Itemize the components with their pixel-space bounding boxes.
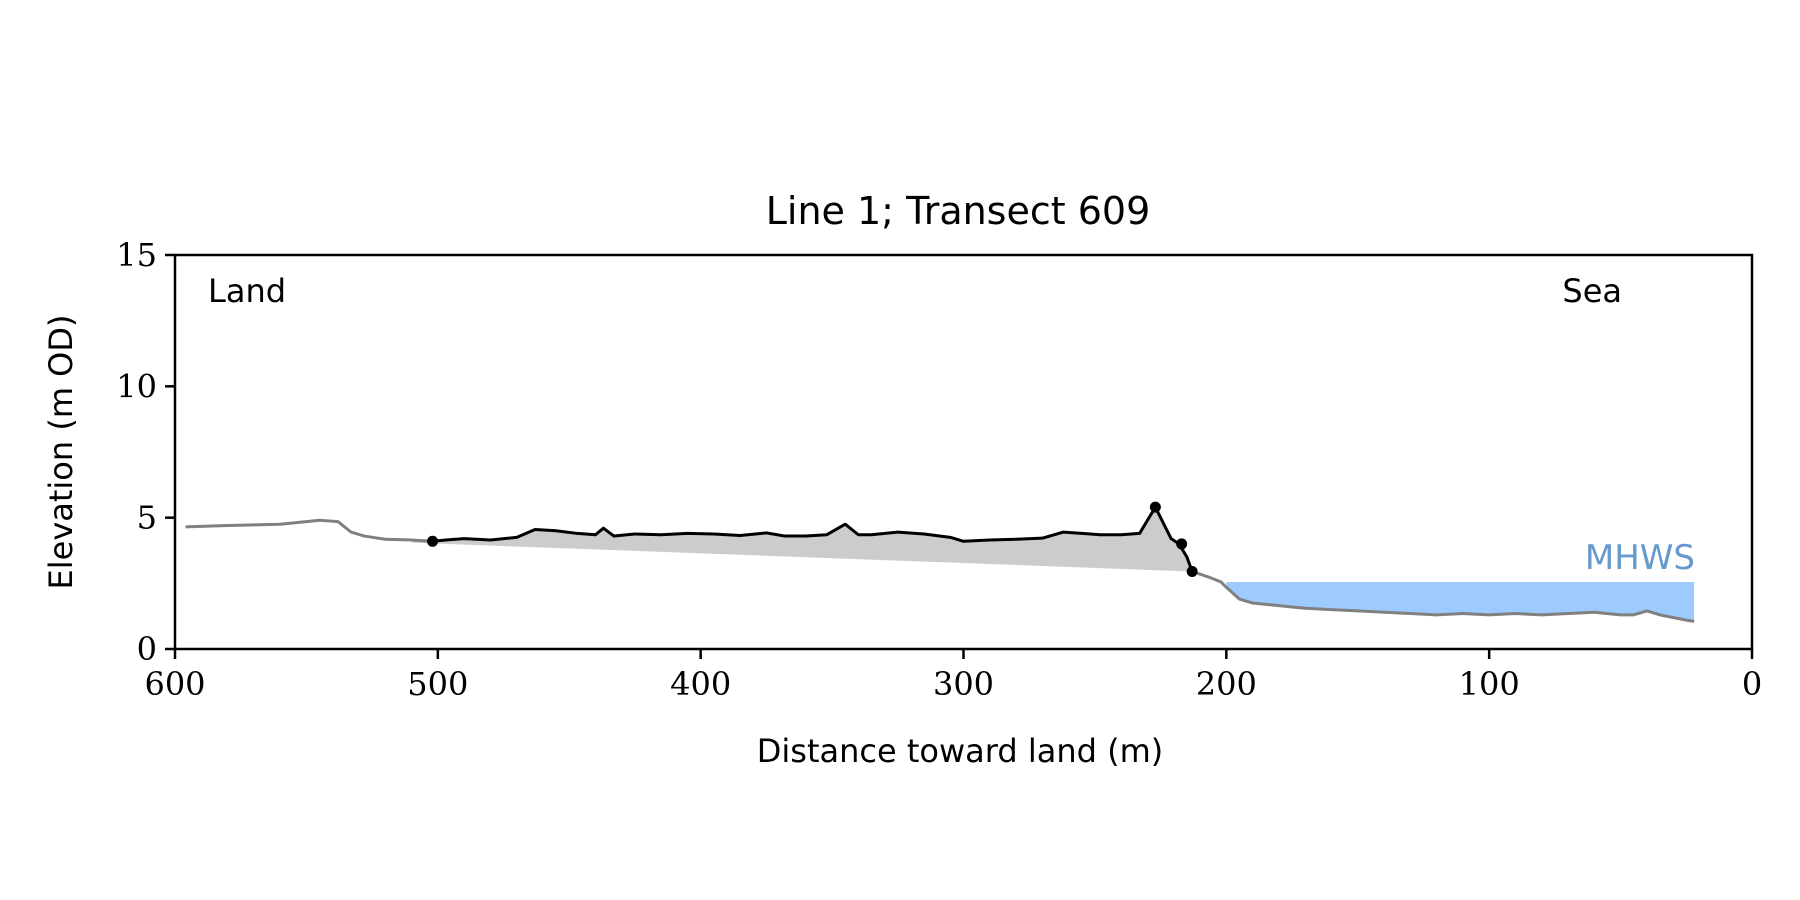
y-axis-label: Elevation (m OD) xyxy=(42,315,80,590)
axis-ticks: 600 500 400 300 200 100 0 0 5 10 15 xyxy=(116,236,1762,703)
x-tick-label: 600 xyxy=(144,665,205,703)
x-tick-label: 200 xyxy=(1196,665,1257,703)
dune-profile-line xyxy=(432,505,1194,573)
x-axis-label: Distance toward land (m) xyxy=(757,732,1163,770)
dune-volume-fill xyxy=(411,507,1193,572)
profile-line-land xyxy=(185,518,433,543)
mhws-water-area xyxy=(1226,582,1695,622)
y-tick-label: 5 xyxy=(137,499,157,537)
chart-title: Line 1; Transect 609 xyxy=(766,189,1151,233)
land-label: Land xyxy=(208,272,286,310)
profile-marker xyxy=(1176,538,1188,550)
plot-area xyxy=(185,501,1695,623)
x-tick-label: 100 xyxy=(1459,665,1520,703)
y-tick-label: 10 xyxy=(116,367,157,405)
x-tick-label: 0 xyxy=(1742,665,1762,703)
x-tick-label: 400 xyxy=(670,665,731,703)
profile-marker xyxy=(1186,566,1198,578)
y-tick-label: 0 xyxy=(137,630,157,668)
y-tick-label: 15 xyxy=(116,236,157,274)
mhws-label: MHWS xyxy=(1585,538,1695,578)
sea-label: Sea xyxy=(1562,272,1622,310)
profile-line-sea xyxy=(1191,570,1695,623)
x-tick-label: 300 xyxy=(933,665,994,703)
x-tick-label: 500 xyxy=(407,665,468,703)
profile-marker xyxy=(427,535,439,547)
profile-marker xyxy=(1149,501,1161,513)
